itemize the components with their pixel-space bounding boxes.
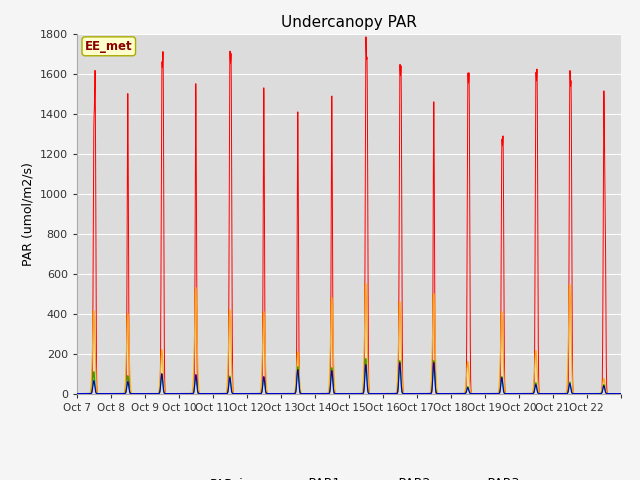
Y-axis label: PAR (umol/m2/s): PAR (umol/m2/s) [21, 162, 34, 265]
Legend: PAR_in, zPAR1, zPAR2, zPAR3: PAR_in, zPAR1, zPAR2, zPAR3 [172, 472, 525, 480]
Title: Undercanopy PAR: Undercanopy PAR [281, 15, 417, 30]
Text: EE_met: EE_met [85, 40, 132, 53]
